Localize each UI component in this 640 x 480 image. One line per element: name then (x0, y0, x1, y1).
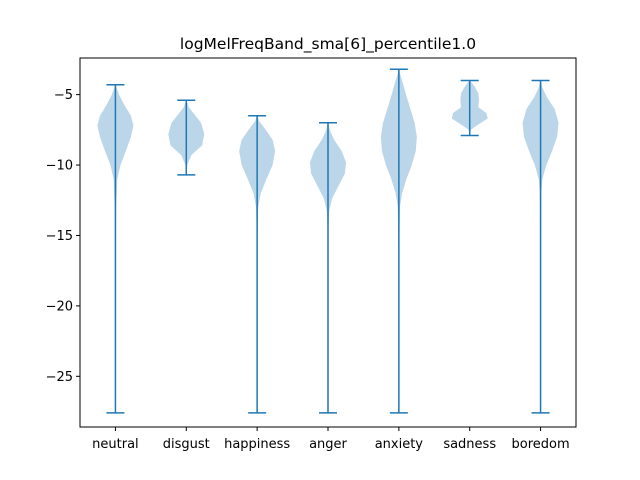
y-tick-label: −20 (46, 299, 73, 314)
chart-title: logMelFreqBand_sma[6]_percentile1.0 (180, 35, 476, 54)
x-axis: neutral disgust happiness anger anxiety sadne… (92, 427, 570, 452)
x-tick-label: disgust (163, 437, 210, 452)
x-tick-label: anxiety (375, 437, 424, 452)
y-tick-label: −25 (46, 370, 73, 385)
violin-lines (106, 68, 550, 414)
y-tick-label: −5 (54, 88, 73, 103)
x-tick-label: boredom (512, 437, 570, 452)
x-tick-label: neutral (92, 437, 139, 452)
x-tick-label: anger (309, 437, 347, 452)
x-tick-label: sadness (443, 437, 496, 452)
y-tick-label: −10 (46, 159, 73, 174)
y-tick-label: −15 (46, 229, 73, 244)
y-axis: −25 −20 −15 −10 −5 (46, 88, 80, 385)
x-tick-label: happiness (224, 437, 290, 452)
